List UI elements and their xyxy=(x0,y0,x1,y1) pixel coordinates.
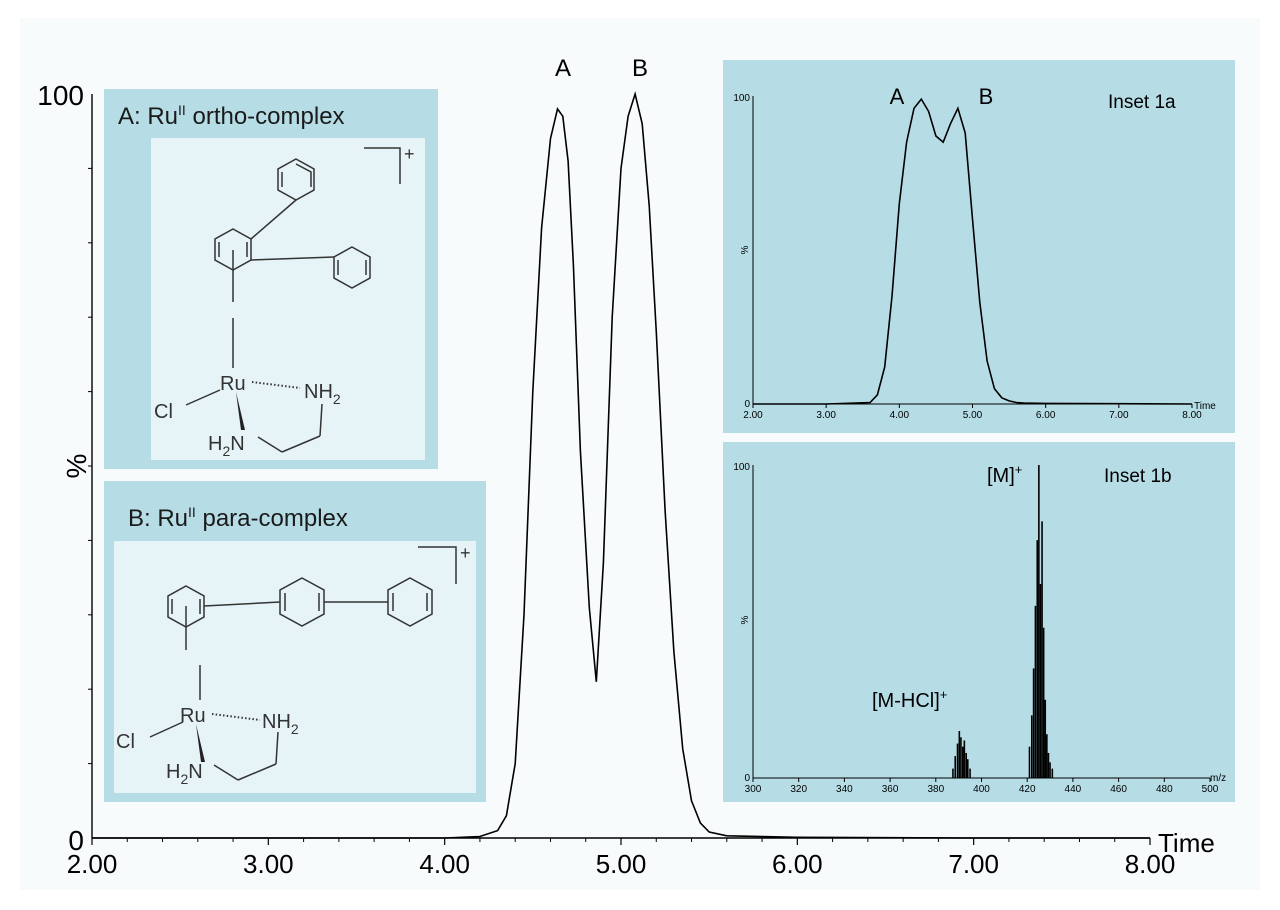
inset-1a-x-tick-label: 6.00 xyxy=(1036,410,1056,421)
inset-1a-y-axis-label: % xyxy=(740,245,751,254)
ortho-structure-area xyxy=(151,138,425,460)
para-h2n-label: H2N xyxy=(166,761,203,787)
inset-1b: 300 320 340 360 380 400 420 440 460 480 500 100 0 … xyxy=(723,442,1235,802)
main-y-tick-100: 100 xyxy=(37,80,84,111)
main-chromatogram-line xyxy=(92,90,1150,839)
para-structure-area xyxy=(114,541,476,793)
ortho-nh2-label: NH2 xyxy=(304,381,341,407)
inset-1a-x-tick-label: 8.00 xyxy=(1182,410,1202,421)
main-x-axis-title: Time xyxy=(1158,828,1215,858)
main-x-tick-label: 8.00 xyxy=(1125,849,1176,879)
inset-1a-y-tick-0: 0 xyxy=(744,399,750,410)
inset-1b-x-tick-label: 320 xyxy=(790,784,807,795)
para-atom-labels: Ru Cl NH2 H2N + xyxy=(116,543,471,787)
ortho-h2n-label: H2N xyxy=(208,433,245,459)
inset-1a-chromatogram-line xyxy=(753,97,1193,405)
inset-1a-x-tick-label: 2.00 xyxy=(743,410,763,421)
inset-1b-y-tick-100: 100 xyxy=(733,462,750,473)
main-x-tick-label: 2.00 xyxy=(67,849,118,879)
main-y-minor-ticks xyxy=(88,167,92,765)
main-x-ticks: 2.00 3.00 4.00 5.00 6.00 7.00 8.00 xyxy=(67,838,1176,879)
inset-1a: 2.00 3.00 4.00 5.00 6.00 7.00 8.00 100 0 % Tim… xyxy=(723,60,1235,433)
main-x-tick-label: 4.00 xyxy=(419,849,470,879)
main-y-axis-label: % xyxy=(61,454,92,479)
main-y-tick-0: 0 xyxy=(68,825,84,856)
para-cl-label: Cl xyxy=(116,731,135,753)
inset-1a-peak-label-b: B xyxy=(979,84,994,109)
para-ru-label: Ru xyxy=(180,705,206,727)
inset-1b-x-tick-label: 360 xyxy=(882,784,899,795)
peak-label-b: B xyxy=(632,55,648,82)
para-structure-drawing xyxy=(149,546,457,781)
inset-1a-x-axis-title: Time xyxy=(1194,401,1216,412)
ortho-complex-panel: A: RuII ortho-complex xyxy=(104,89,438,469)
peak-label-a: A xyxy=(555,55,571,82)
main-x-tick-label: 5.00 xyxy=(596,849,647,879)
inset-1a-x-tick-label: 4.00 xyxy=(890,410,910,421)
para-panel-title: B: RuII para-complex xyxy=(128,504,348,532)
inset-1b-y-tick-0: 0 xyxy=(744,773,750,784)
main-x-tick-label: 6.00 xyxy=(772,849,823,879)
inset-1b-x-tick-label: 380 xyxy=(927,784,944,795)
inset-1b-x-tick-label: 460 xyxy=(1110,784,1127,795)
inset-1a-x-tick-label: 3.00 xyxy=(816,410,836,421)
para-complex-panel: B: RuII para-complex xyxy=(104,481,486,802)
main-chart: 2.00 3.00 4.00 5.00 6.00 7.00 8.00 100 0 % Tim… xyxy=(37,55,1215,879)
inset-1a-y-tick-100: 100 xyxy=(733,93,750,104)
inset-1b-x-tick-label: 400 xyxy=(973,784,990,795)
inset-1b-x-tick-label: 500 xyxy=(1202,784,1219,795)
para-stereo-bonds xyxy=(196,713,261,762)
inset-1b-x-tick-label: 420 xyxy=(1019,784,1036,795)
ortho-ru-label: Ru xyxy=(220,373,246,395)
ortho-structure-drawing xyxy=(185,147,401,453)
para-nh2-label: NH2 xyxy=(262,711,299,737)
inset-1b-x-tick-label: 440 xyxy=(1065,784,1082,795)
inset-1b-x-tick-label: 300 xyxy=(745,784,762,795)
inset-1b-spectrum xyxy=(952,465,1054,778)
ortho-atom-labels: Ru Cl NH2 H2N + xyxy=(154,144,415,459)
para-charge-label: + xyxy=(460,543,471,563)
inset-1a-x-ticks: 2.00 3.00 4.00 5.00 6.00 7.00 8.00 xyxy=(743,404,1202,421)
inset-1b-background xyxy=(723,442,1235,802)
inset-1b-x-tick-label: 480 xyxy=(1156,784,1173,795)
ortho-panel-title: A: RuII ortho-complex xyxy=(118,102,345,130)
inset-1b-x-axis-title: m/z xyxy=(1210,773,1226,784)
inset-1a-background xyxy=(723,60,1235,433)
ion-label-m: [M]+ xyxy=(987,462,1022,487)
inset-1a-peak-label-a: A xyxy=(890,84,905,109)
ortho-cl-label: Cl xyxy=(154,401,173,423)
ortho-charge-label: + xyxy=(404,144,415,164)
inset-1a-x-tick-label: 5.00 xyxy=(963,410,983,421)
main-x-tick-label: 7.00 xyxy=(948,849,999,879)
ortho-stereo-bonds xyxy=(236,381,301,430)
inset-1b-x-ticks: 300 320 340 360 380 400 420 440 460 480 500 xyxy=(745,778,1219,795)
inset-1b-x-tick-label: 340 xyxy=(836,784,853,795)
inset-1a-x-tick-label: 7.00 xyxy=(1109,410,1129,421)
ion-label-m-hcl: [M-HCl]+ xyxy=(872,687,947,712)
inset-1b-y-axis-label: % xyxy=(740,615,751,624)
inset-1a-title: Inset 1a xyxy=(1108,92,1176,113)
main-x-tick-label: 3.00 xyxy=(243,849,294,879)
inset-1b-title: Inset 1b xyxy=(1104,466,1172,487)
